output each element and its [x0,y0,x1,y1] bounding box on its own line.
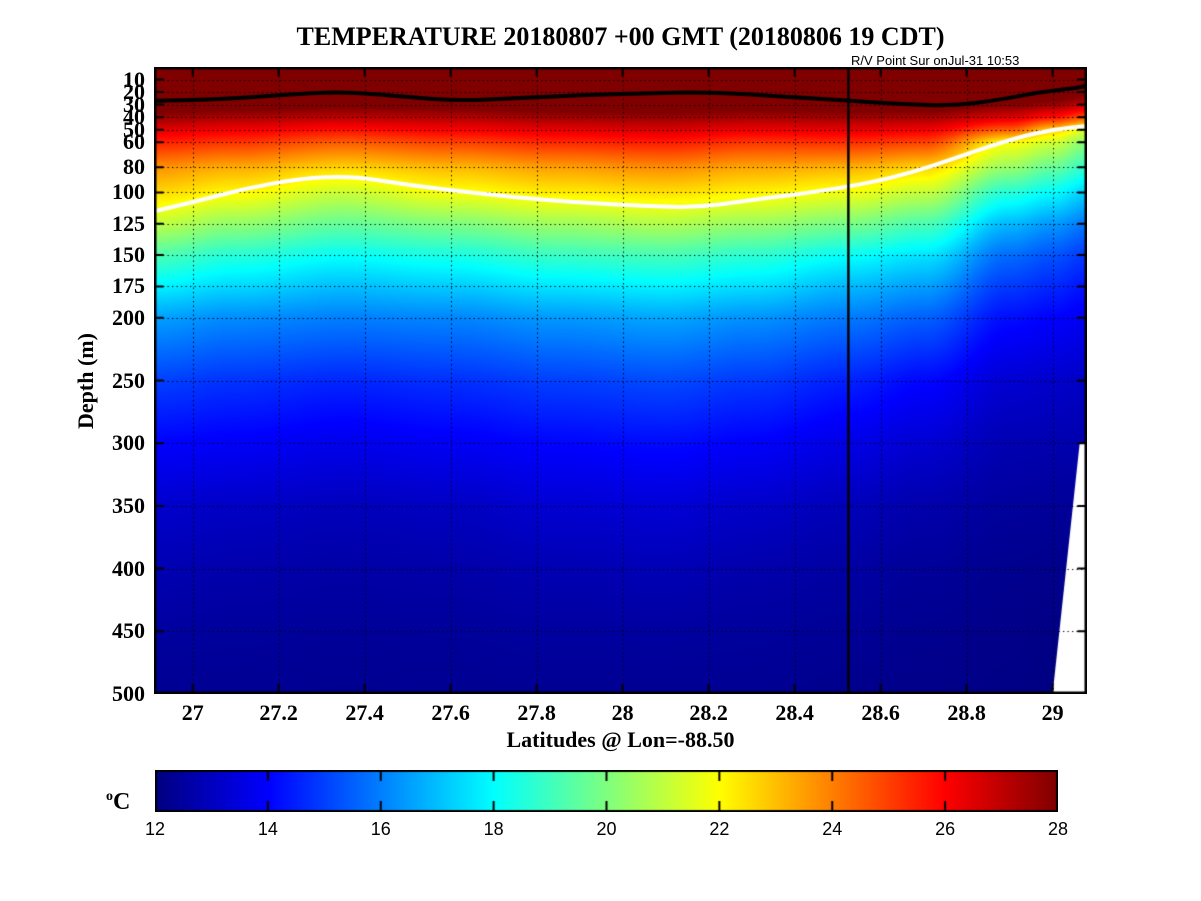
x-tick-label: 27.8 [517,700,556,725]
y-tick-label: 500 [112,681,145,706]
y-tick-label: 60 [123,129,145,155]
y-tick-label: 150 [112,242,145,268]
temperature-field-canvas [154,67,1087,694]
x-tick-label: 29 [1041,700,1064,725]
x-tick-label: 28 [611,700,634,725]
colorbar-tick-label: 28 [1047,819,1069,839]
colorbar-tick-label: 26 [935,819,956,839]
x-tick-label: 27.6 [431,700,470,725]
y-tick-label: 250 [112,367,145,393]
colorbar-tick-label: 20 [596,819,617,839]
x-tick-label: 27.2 [259,700,298,725]
colorbar-tick-label: 24 [822,819,843,839]
y-tick-label: 50 [123,116,145,142]
colorbar-tick-label: 14 [257,819,278,839]
y-tick-label: 40 [123,104,145,130]
colorbar-tick-label: 12 [144,819,166,839]
y-tick-label: 200 [112,304,145,330]
y-tick-label: 100 [112,179,145,205]
ship-position-annotation: R/V Point Sur onJul-31 10:53 [851,53,1020,68]
plot-title: TEMPERATURE 20180807 +00 GMT (20180806 1… [296,22,945,51]
x-tick-label: 28.2 [689,700,728,725]
y-tick-label: 175 [112,273,145,299]
x-tick-label: 27.4 [345,700,384,725]
y-tick-label: 30 [123,91,145,117]
colorbar-canvas [155,770,1058,812]
x-tick-label: 28.6 [861,700,900,725]
y-tick-label: 10 [123,66,145,92]
y-tick-label: 450 [112,618,145,644]
colorbar-unit-main: C [113,789,131,815]
colorbar-unit-sup: o [106,789,113,804]
x-tick-label: 28.4 [775,700,814,725]
x-axis-label: Latitudes @ Lon=-88.50 [506,727,735,752]
y-tick-label: 350 [112,492,145,518]
y-tick-label: 80 [123,154,145,180]
colorbar-tick-label: 16 [370,819,391,839]
colorbar-unit-label: oC [106,789,130,816]
y-tick-label: 20 [123,79,145,105]
y-tick-label: 400 [112,555,145,581]
x-tick-label: 27 [181,700,204,725]
y-tick-label: 300 [112,430,145,456]
colorbar-tick-label: 18 [483,819,504,839]
y-tick-label: 125 [112,210,145,236]
x-tick-label: 28.8 [947,700,986,725]
colorbar-tick-label: 22 [709,819,730,839]
